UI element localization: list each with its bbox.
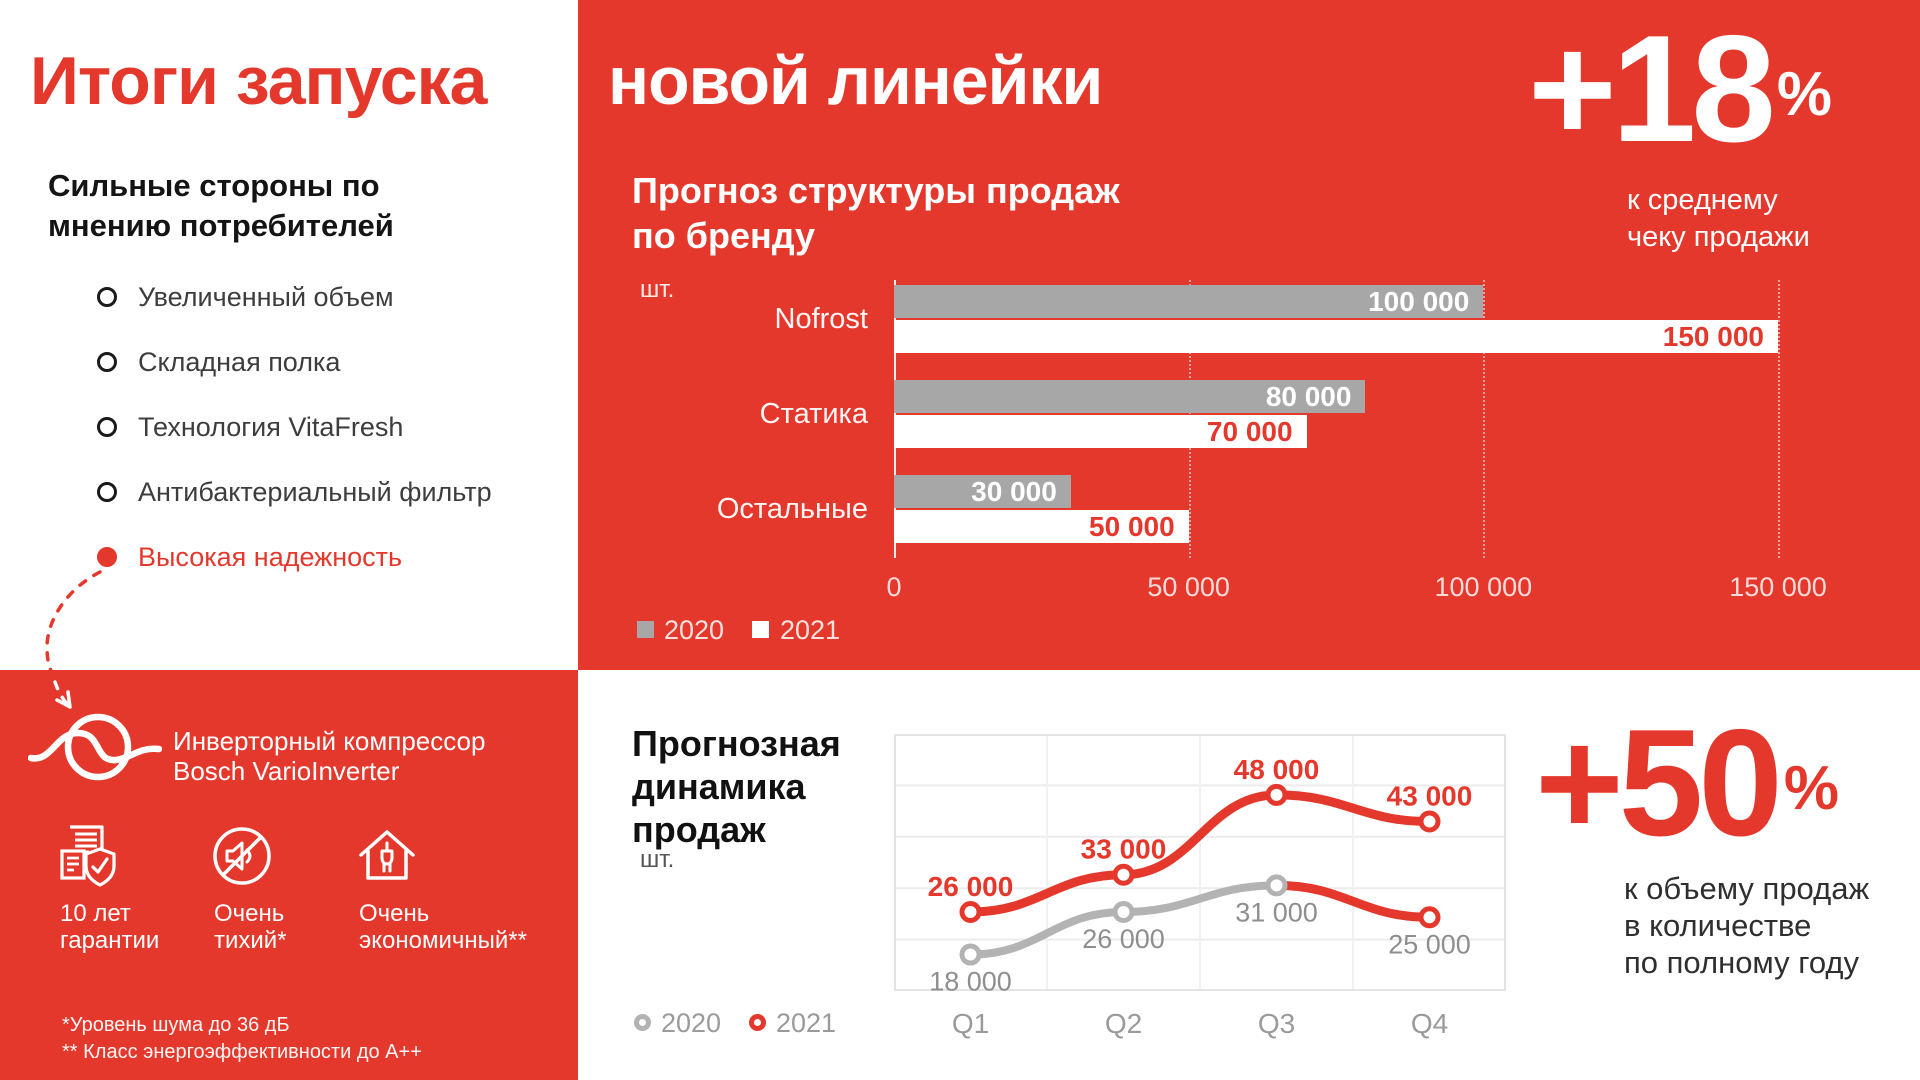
line-legend-label-2020: 2020 (661, 1008, 722, 1038)
bar-category-label: Остальные (716, 493, 868, 525)
line-chart-plot: 26 000 33 000 48 000 43 000 18 000 26 000 31 0… (894, 734, 1506, 997)
line-label-2021: 33 000 (1081, 834, 1167, 865)
line-point-2020 (1112, 900, 1135, 923)
bar-2020: 30 000 (894, 475, 1071, 508)
line-chart-title: Прогнозная динамика продаж (632, 723, 841, 850)
kpi-top-value: +18% (1528, 4, 1832, 174)
strength-item: Антибактериальный фильтр (97, 475, 492, 509)
panel-top-left (0, 0, 578, 670)
footnote: *Уровень шума до 36 дБ (62, 1014, 290, 1036)
bullet-filled-icon (97, 547, 117, 567)
bar-2021: 150 000 (894, 320, 1778, 353)
bullet-circle-icon (97, 482, 117, 502)
bar-category-label: Nofrost (774, 303, 868, 335)
bar-category-label: Статика (759, 398, 868, 430)
line-legend-marker-2021 (749, 1014, 766, 1031)
line-label-2021: 48 000 (1234, 754, 1320, 785)
bar-legend-swatch-2020 (637, 621, 654, 638)
feature-label: Очень экономичный** (359, 900, 527, 954)
bar-x-tick: 0 (886, 572, 902, 602)
line-legend-marker-2020 (634, 1014, 651, 1031)
line-label-2020: 25 000 (1388, 929, 1471, 959)
line-x-label: Q4 (1410, 1008, 1449, 1039)
bar-2021: 50 000 (894, 510, 1189, 543)
footnote: ** Класс энергоэффективности до А++ (62, 1041, 422, 1063)
bar-chart-units: шт. (640, 276, 675, 303)
page-title-right: новой линейки (608, 43, 1103, 119)
bar-gridline (1483, 280, 1486, 558)
bar-legend-label-2021: 2021 (780, 615, 841, 645)
line-point-2020 (1265, 874, 1288, 897)
feature-label: 10 лет гарантии (60, 900, 160, 954)
compressor-icon (28, 713, 162, 781)
strength-item: Увеличенный объем (97, 280, 394, 314)
line-label-2020: 26 000 (1082, 924, 1165, 954)
line-point-2020 (959, 943, 982, 966)
feature-label: Очень тихий* (214, 900, 287, 954)
bar-gridline (1778, 280, 1780, 558)
line-label-2021: 26 000 (928, 871, 1014, 902)
line-label-2020: 18 000 (929, 967, 1012, 997)
line-point-2021 (1112, 863, 1135, 886)
line-x-label: Q3 (1257, 1008, 1296, 1039)
bar-2020: 100 000 (894, 285, 1484, 318)
dashed-arrow (45, 570, 102, 709)
no-noise-icon (213, 827, 271, 885)
bar-2020: 80 000 (894, 380, 1366, 413)
line-point-2021 (1418, 810, 1441, 833)
strength-item: Технология VitaFresh (97, 410, 403, 444)
line-point-2021 (1265, 783, 1288, 806)
kpi-bottom-caption: к объему продаж в количестве по полному … (1624, 871, 1870, 980)
bar-x-tick: 100 000 (1434, 572, 1533, 602)
line-label-2021: 43 000 (1387, 781, 1473, 812)
bar-x-tick: 50 000 (1147, 572, 1230, 602)
line-point-2021 (959, 900, 982, 923)
bar-2021: 70 000 (894, 415, 1307, 448)
bullet-circle-icon (97, 287, 117, 307)
bar-chart-title: Прогноз структуры продаж по бренду (632, 170, 1120, 256)
bar-x-tick: 150 000 (1729, 572, 1827, 602)
line-x-label: Q2 (1104, 1008, 1143, 1039)
bar-chart: 0 50 000 100 000 150 000 Nofrost 100 000 150 0… (637, 280, 1827, 645)
line-point-2020 (1418, 906, 1441, 929)
bar-legend-swatch-2021 (752, 621, 769, 638)
bar-legend-label-2020: 2020 (664, 615, 725, 645)
strengths-heading: Сильные стороны по мнению потребителей (48, 168, 394, 243)
page-title-left: Итоги запуска (30, 43, 487, 119)
feature: Очень тихий* (210, 824, 360, 954)
warranty-document-icon (60, 825, 116, 887)
bullet-circle-icon (97, 417, 117, 437)
line-chart-units: шт. (640, 846, 675, 873)
kpi-top-percent: % (1776, 60, 1832, 129)
kpi-top-caption: к среднему чеку продажи (1627, 184, 1810, 253)
line-x-label: Q1 (951, 1008, 990, 1039)
bullet-circle-icon (97, 352, 117, 372)
strength-item: Складная полка (97, 345, 340, 379)
kpi-bottom-value: +50% (1535, 698, 1839, 868)
compressor-title: Инверторный компрессор Bosch VarioInvert… (173, 726, 486, 786)
strength-item: Высокая надежность (97, 540, 402, 574)
feature: Очень экономичный** (355, 824, 527, 954)
panel-bottom-right (578, 670, 1920, 1080)
line-legend-label-2021: 2021 (776, 1008, 837, 1038)
feature: 10 лет гарантии (56, 824, 206, 954)
eco-house-icon (359, 830, 415, 880)
line-label-2020: 31 000 (1235, 897, 1318, 927)
kpi-bottom-percent: % (1783, 754, 1839, 823)
